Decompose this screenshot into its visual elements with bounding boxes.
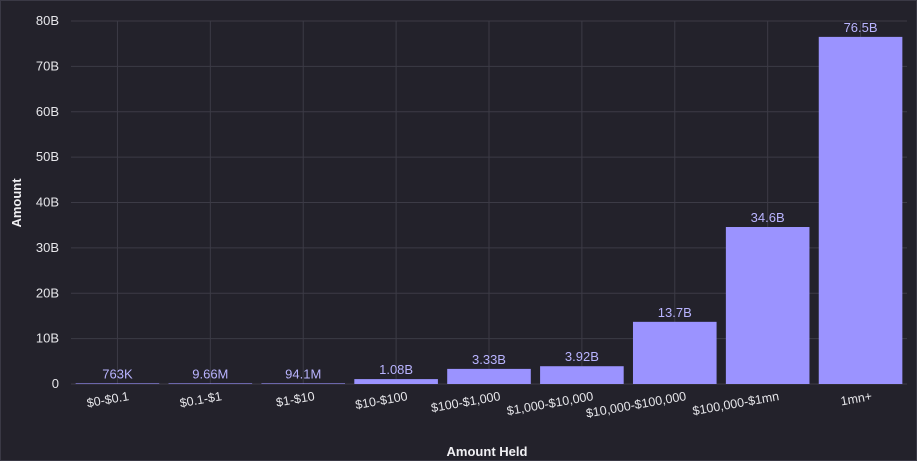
x-tick-label: $1-$10 <box>275 389 316 410</box>
bar <box>75 383 160 384</box>
y-tick-label: 40B <box>36 195 59 210</box>
x-tick-label: 1mn+ <box>840 389 874 408</box>
x-axis-title: Amount Held <box>447 444 528 459</box>
x-axis-ticks: $0-$0.1 $0.1-$1 $1-$10 $10-$100 $100-$1,000 $… <box>86 389 873 420</box>
bar <box>818 36 903 384</box>
data-label: 76.5B <box>844 20 878 35</box>
bar <box>261 383 346 384</box>
data-label: 94.1M <box>285 366 321 381</box>
y-tick-label: 50B <box>36 149 59 164</box>
y-tick-label: 70B <box>36 58 59 73</box>
x-tick-label: $100,000-$1mn <box>692 389 781 418</box>
data-label: 9.66M <box>192 366 228 381</box>
y-tick-label: 60B <box>36 104 59 119</box>
y-tick-label: 30B <box>36 240 59 255</box>
x-tick-label: $10,000-$100,000 <box>585 389 687 420</box>
bar <box>540 366 624 384</box>
bar <box>725 227 810 384</box>
data-label: 3.33B <box>472 352 506 367</box>
data-label: 1.08B <box>379 362 413 377</box>
y-tick-label: 20B <box>36 285 59 300</box>
bars <box>75 36 903 384</box>
y-tick-label: 10B <box>36 331 59 346</box>
y-tick-label: 0 <box>52 376 59 391</box>
x-tick-label: $0-$0.1 <box>86 389 130 410</box>
bar <box>354 379 438 384</box>
data-label: 13.7B <box>658 305 692 320</box>
bar <box>632 321 717 384</box>
data-label: 34.6B <box>751 210 785 225</box>
bar <box>168 383 253 384</box>
x-tick-label: $0.1-$1 <box>179 389 223 410</box>
x-tick-label: $100-$1,000 <box>430 389 502 415</box>
data-labels: 763K 9.66M 94.1M 1.08B 3.33B 3.92B 13.7B 34.6B 7… <box>102 20 877 382</box>
x-tick-label: $1,000-$10,000 <box>506 389 595 418</box>
y-axis-ticks: 0 10B 20B 30B 40B 50B 60B 70B 80B <box>36 13 59 391</box>
bar <box>447 368 531 384</box>
x-tick-label: $10-$100 <box>354 389 409 412</box>
data-label: 3.92B <box>565 349 599 364</box>
y-tick-label: 80B <box>36 13 59 28</box>
data-label: 763K <box>102 366 133 381</box>
y-axis-title: Amount <box>9 178 24 228</box>
